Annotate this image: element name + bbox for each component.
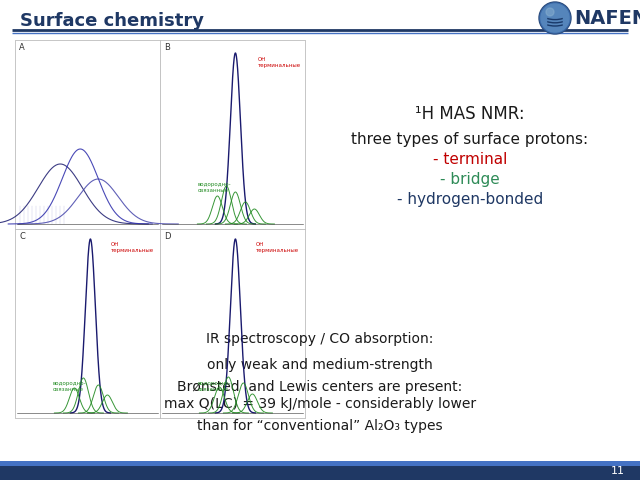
Text: three types of surface protons:: three types of surface protons: [351,132,589,147]
Text: водородно-
связанные: водородно- связанные [197,182,231,193]
Text: OH
терминальные: OH терминальные [111,242,154,253]
Text: C: C [19,232,25,241]
Text: OH
терминальные: OH терминальные [257,57,301,68]
Text: IR spectroscopy / CO absorption:: IR spectroscopy / CO absorption: [206,332,434,346]
Text: ¹H MAS NMR:: ¹H MAS NMR: [415,105,525,123]
Text: OH
терминальные: OH терминальные [255,242,298,253]
Text: - bridge: - bridge [440,172,500,187]
Text: водородно-
связанные: водородно- связанные [197,381,231,392]
Text: Surface chemistry: Surface chemistry [20,12,204,30]
Circle shape [546,8,554,16]
Bar [160,229,305,418]
Circle shape [541,4,569,32]
Bar [15,40,305,418]
Text: D: D [164,232,170,241]
Bar [0,461,640,466]
Circle shape [540,3,570,33]
Text: NAFEN: NAFEN [574,9,640,27]
Text: водородно-
связанные: водородно- связанные [52,381,86,392]
Text: - terminal: - terminal [433,152,507,167]
Text: B: B [164,43,170,52]
Bar [160,40,305,229]
Text: only weak and medium-strength
Brønsted  and Lewis centers are present:: only weak and medium-strength Brønsted a… [177,358,463,394]
Text: max Q(LC) = 39 kJ/mole - considerably lower
than for “conventional” Al₂O₃ types: max Q(LC) = 39 kJ/mole - considerably lo… [164,397,476,432]
Bar [15,40,160,229]
Bar [0,466,640,480]
Circle shape [539,2,571,34]
Bar [15,229,160,418]
Text: - hydrogen-bonded: - hydrogen-bonded [397,192,543,207]
Text: 11: 11 [611,466,625,476]
Text: A: A [19,43,25,52]
